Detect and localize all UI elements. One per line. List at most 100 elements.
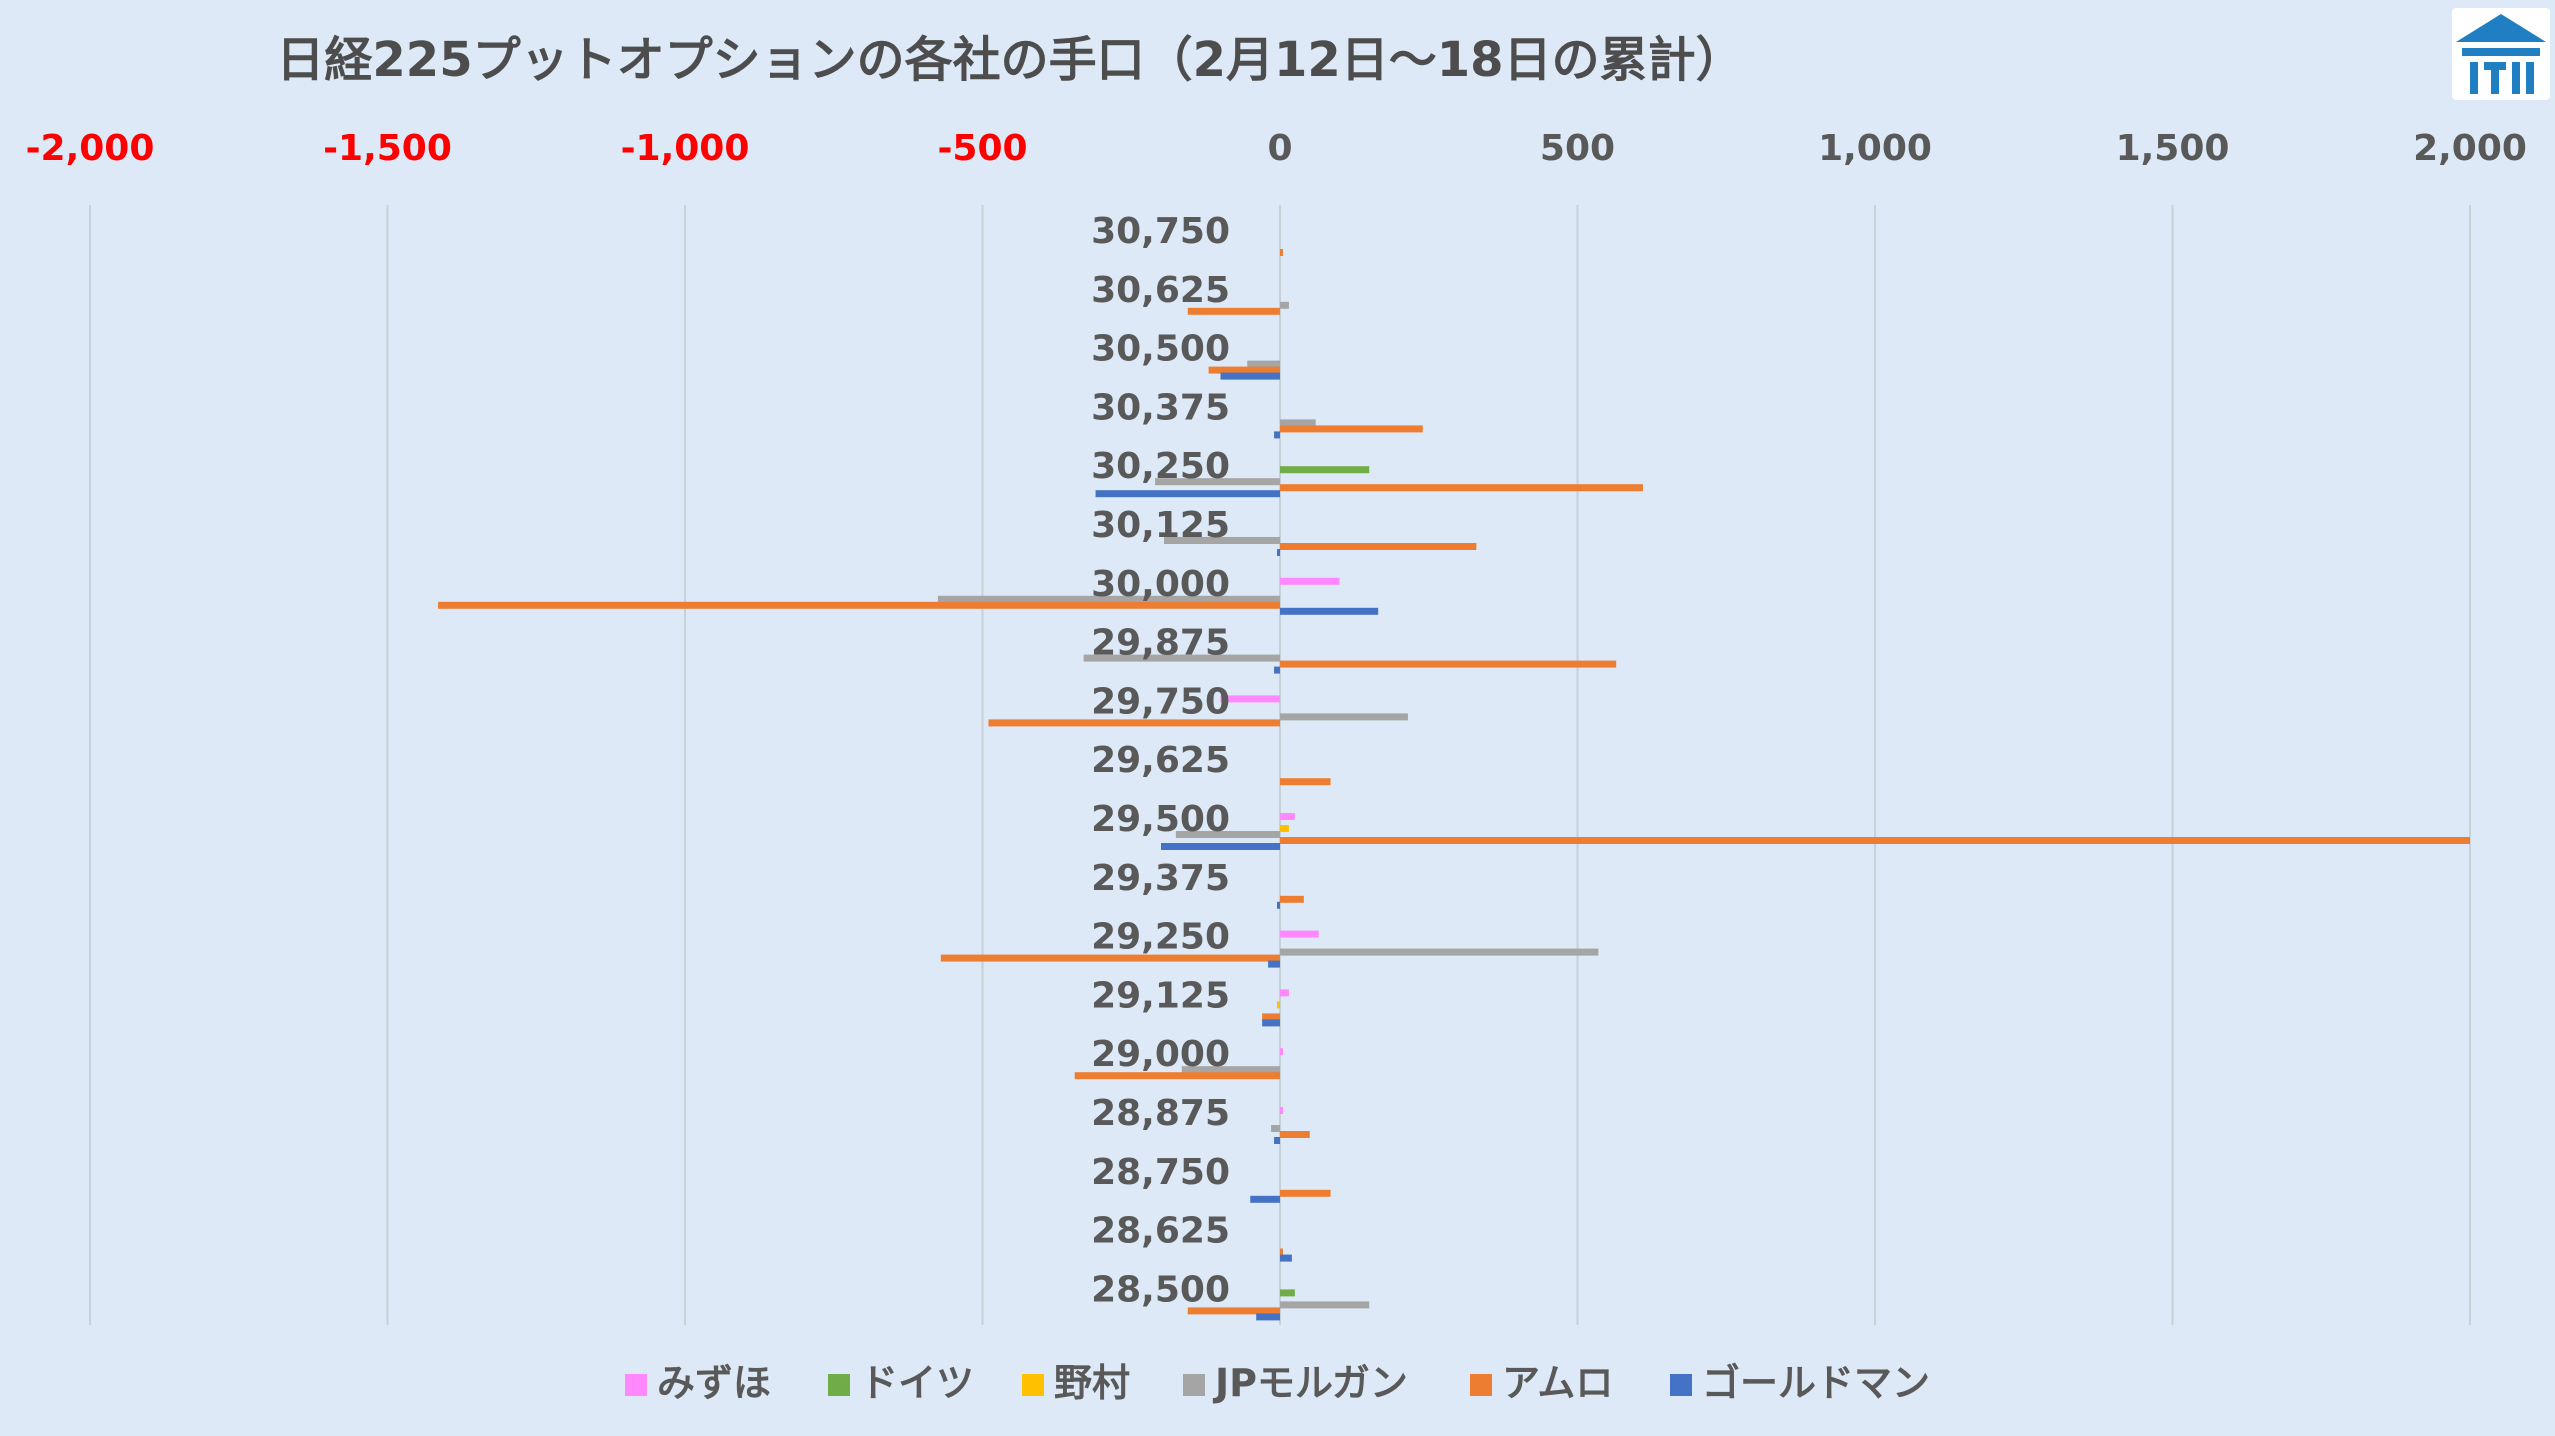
x-axis-ticks: -2,000 -1,500 -1,000 -500 0 500 1,000 1,500 2,00… <box>26 128 2527 169</box>
category-label: 28,875 <box>1091 1093 1230 1134</box>
bar <box>1280 713 1408 721</box>
category-label: 29,500 <box>1091 799 1230 840</box>
legend-item: ドイツ <box>828 1361 974 1405</box>
bars <box>438 249 2470 1321</box>
bar <box>1271 1125 1280 1132</box>
bar <box>1220 372 1280 380</box>
bar <box>1268 960 1280 968</box>
bar <box>1256 1313 1280 1321</box>
legend-label: みずほ <box>657 1361 771 1405</box>
logo-icon <box>2452 8 2550 100</box>
legend-label: ドイツ <box>860 1361 974 1405</box>
bar <box>1280 1131 1310 1138</box>
category-label: 30,750 <box>1091 211 1230 252</box>
bar <box>1280 948 1599 956</box>
category-label: 29,750 <box>1091 681 1230 722</box>
bar <box>1280 778 1331 786</box>
category-label: 30,125 <box>1091 505 1230 546</box>
bar <box>1280 1248 1283 1256</box>
bar <box>1280 543 1477 550</box>
bar <box>1280 1254 1292 1262</box>
category-label: 29,125 <box>1091 975 1230 1016</box>
legend-item: ゴールドマン <box>1670 1361 1930 1405</box>
bar <box>1262 1013 1280 1021</box>
bar <box>988 719 1280 727</box>
category-labels: 30,750 30,625 30,500 30,375 30,250 30,125 30,0… <box>1091 211 1230 1310</box>
legend-label: JPモルガン <box>1212 1361 1408 1405</box>
bar <box>1274 431 1280 439</box>
bar <box>1280 930 1319 938</box>
category-label: 30,000 <box>1091 564 1230 605</box>
legend-swatch <box>1670 1374 1692 1396</box>
bar <box>1280 825 1289 832</box>
bar <box>438 601 1280 609</box>
legend-item: JPモルガン <box>1183 1361 1408 1405</box>
bar <box>1274 666 1280 674</box>
legend-item: アムロ <box>1470 1361 1613 1405</box>
legend-item: みずほ <box>625 1361 771 1405</box>
legend-swatch <box>1470 1374 1492 1396</box>
bar <box>1280 989 1289 997</box>
x-tick-label: 1,500 <box>2116 128 2230 169</box>
legend-item: 野村 <box>1022 1361 1130 1405</box>
x-tick-label: 1,000 <box>1818 128 1932 169</box>
bar <box>1187 1307 1280 1315</box>
bar <box>1280 660 1617 668</box>
legend-swatch <box>828 1374 850 1396</box>
category-label: 29,000 <box>1091 1034 1230 1075</box>
legend-swatch <box>1022 1374 1044 1396</box>
legend-label: アムロ <box>1502 1361 1613 1405</box>
bar <box>1280 425 1423 433</box>
bar <box>1095 490 1280 498</box>
bar <box>1074 1072 1280 1080</box>
legend-swatch <box>1183 1374 1205 1396</box>
category-label: 28,500 <box>1091 1269 1230 1310</box>
legend-label: ゴールドマン <box>1702 1361 1930 1405</box>
x-tick-label: -500 <box>937 128 1027 169</box>
category-label: 28,625 <box>1091 1211 1230 1252</box>
bar <box>1274 1137 1280 1144</box>
bar <box>1280 484 1643 492</box>
category-label: 30,375 <box>1091 387 1230 428</box>
bar <box>1280 607 1379 615</box>
category-label: 28,750 <box>1091 1152 1230 1193</box>
bar <box>1280 837 2470 844</box>
category-label: 30,500 <box>1091 329 1230 370</box>
x-tick-label: 500 <box>1540 128 1615 169</box>
bar <box>1277 1001 1280 1009</box>
bar <box>1277 549 1280 556</box>
bar <box>1280 249 1283 256</box>
category-label: 29,875 <box>1091 623 1230 664</box>
x-tick-label: 0 <box>1267 128 1292 169</box>
bar <box>1161 843 1280 850</box>
legend-swatch <box>625 1374 647 1396</box>
category-label: 29,250 <box>1091 917 1230 958</box>
bar <box>1280 301 1289 309</box>
bar <box>1083 654 1280 662</box>
bar <box>1220 695 1280 703</box>
x-tick-label: 2,000 <box>2413 128 2527 169</box>
bar <box>1208 366 1280 374</box>
bar <box>1262 1019 1280 1027</box>
legend-label: 野村 <box>1054 1361 1130 1405</box>
bar <box>1280 1289 1295 1297</box>
bar <box>940 954 1280 962</box>
bar <box>1163 537 1280 544</box>
legend: みずほ ドイツ 野村 JPモルガン アムロ ゴールドマン <box>625 1361 1930 1405</box>
bar <box>1280 577 1340 585</box>
bar <box>1155 478 1280 486</box>
bar <box>1280 895 1304 903</box>
bar <box>1280 813 1295 820</box>
bar <box>1277 901 1280 909</box>
gridlines <box>89 205 2471 1325</box>
bar <box>1181 1066 1280 1074</box>
category-label: 29,375 <box>1091 858 1230 899</box>
category-label: 29,625 <box>1091 740 1230 781</box>
x-tick-label: -2,000 <box>26 128 155 169</box>
category-label: 30,625 <box>1091 270 1230 311</box>
x-tick-label: -1,500 <box>323 128 452 169</box>
bar <box>1247 360 1280 368</box>
bar <box>1250 1195 1280 1203</box>
